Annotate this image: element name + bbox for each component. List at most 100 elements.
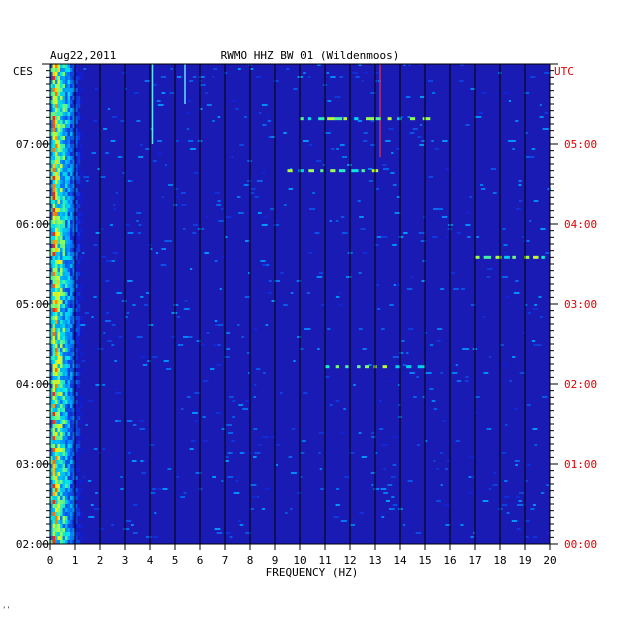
spectrogram-cell [62, 480, 66, 484]
spectrogram-cell [75, 360, 78, 364]
noise-speckle [393, 284, 396, 286]
spectrogram-cell [52, 376, 56, 380]
spectrogram-cell [62, 140, 66, 144]
spectrogram-cell [77, 324, 81, 328]
spectrogram-cell [65, 476, 68, 480]
spectrogram-cell [65, 416, 68, 420]
spectrogram-cell [70, 360, 73, 364]
noise-speckle [250, 484, 257, 486]
spectrogram-cell [55, 104, 58, 108]
noise-speckle [412, 128, 418, 130]
noise-speckle [512, 356, 516, 358]
spectrogram-cell [67, 192, 71, 196]
spectrogram-cell [65, 156, 68, 160]
spectrogram-cell [52, 300, 56, 304]
noise-speckle [262, 436, 269, 438]
spectrogram-cell [55, 408, 58, 412]
x-tick-label: 9 [272, 554, 279, 567]
spectrogram-cell [72, 100, 76, 104]
noise-speckle [283, 132, 287, 134]
spectrogram-cell [52, 276, 56, 280]
noise-speckle [268, 136, 272, 138]
spectrogram-cell [77, 260, 81, 264]
noise-speckle [201, 228, 205, 230]
noise-speckle [486, 428, 492, 430]
noise-speckle [155, 252, 159, 254]
spectrogram-cell [55, 516, 58, 520]
spectrogram-cell [52, 472, 56, 476]
spectrogram-cell [75, 100, 78, 104]
spectrogram-cell [72, 508, 76, 512]
noise-speckle [260, 260, 266, 262]
spectrogram-cell [60, 244, 63, 248]
spectrogram-cell [67, 108, 71, 112]
noise-speckle [374, 80, 377, 82]
spectrogram-cell [70, 276, 73, 280]
noise-speckle [239, 452, 245, 454]
spectrogram-cell [62, 76, 66, 80]
spectrogram-cell [55, 64, 58, 68]
spectrogram-cell [72, 432, 76, 436]
spectrogram-cell [77, 152, 81, 156]
spectrogram-cell [62, 312, 66, 316]
spectrogram-cell [62, 332, 66, 336]
spectrogram-cell [55, 452, 58, 456]
noise-speckle [180, 204, 187, 206]
spectrogram-cell [50, 164, 53, 168]
spectrogram-cell [55, 376, 58, 380]
spectrogram-cell [50, 176, 53, 180]
spectrogram-cell [52, 112, 56, 116]
spectrogram-cell [75, 188, 78, 192]
spectrogram-cell [57, 132, 61, 136]
spectrogram-cell [70, 236, 73, 240]
noise-speckle [158, 152, 162, 154]
noise-speckle [206, 104, 212, 106]
spectrogram-cell [57, 464, 61, 468]
spectrogram-cell [65, 336, 68, 340]
spectrogram-cell [65, 444, 68, 448]
spectrogram-cell [75, 220, 78, 224]
noise-speckle [223, 356, 230, 358]
spectrogram-cell [65, 80, 68, 84]
spectrogram-cell [60, 188, 63, 192]
noise-speckle [439, 452, 444, 454]
noise-speckle [283, 304, 288, 306]
noise-speckle [546, 484, 549, 486]
spectrogram-cell [77, 492, 81, 496]
spectrogram-cell [70, 84, 73, 88]
spectrogram-cell [57, 92, 61, 96]
noise-speckle [217, 324, 224, 326]
noise-speckle [446, 236, 449, 238]
spectrogram-cell [52, 140, 56, 144]
spectrogram-cell [55, 308, 58, 312]
noise-speckle [256, 368, 261, 370]
spectrogram-cell [77, 508, 81, 512]
spectrogram-cell [55, 240, 58, 244]
spectrogram-cell [75, 288, 78, 292]
spectrogram-cell [57, 176, 61, 180]
spectrogram-cell [75, 112, 78, 116]
noise-speckle [527, 464, 531, 466]
noise-speckle [312, 192, 315, 194]
spectrogram-cell [70, 152, 73, 156]
noise-speckle [268, 280, 272, 282]
noise-speckle [127, 280, 133, 282]
spectrogram-cell [70, 220, 73, 224]
spectrogram-cell [52, 424, 56, 428]
spectrogram-cell [62, 348, 66, 352]
spectrogram-cell [65, 524, 68, 528]
spectrogram-cell [77, 512, 81, 516]
spectrogram-cell [62, 80, 66, 84]
spectrogram-cell [75, 172, 78, 176]
spectrogram-cell [62, 524, 66, 528]
spectrogram-cell [70, 464, 73, 468]
spectrogram-cell [62, 228, 66, 232]
spectrogram-cell [50, 240, 53, 244]
spectrogram-cell [50, 416, 53, 420]
spectrogram-cell [50, 272, 53, 276]
spectrogram-cell [65, 208, 68, 212]
spectrogram-cell [80, 132, 83, 136]
spectrogram-cell [55, 124, 58, 128]
spectrogram-cell [65, 412, 68, 416]
spectrogram-cell [55, 344, 58, 348]
